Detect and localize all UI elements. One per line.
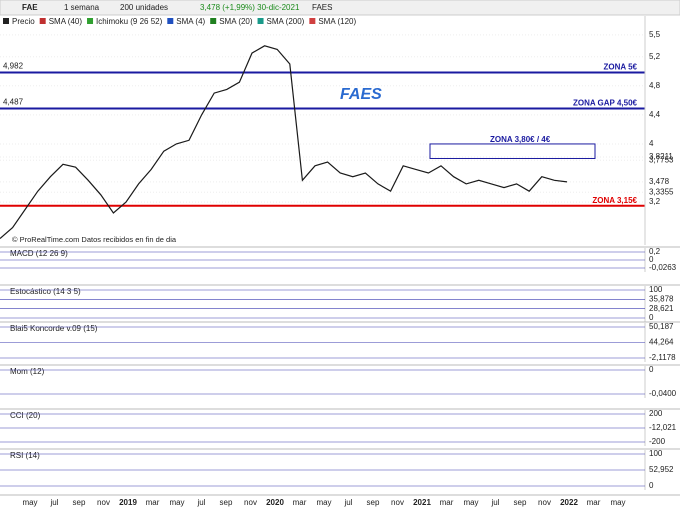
legend-entry: Ichimoku (9 26 52): [96, 17, 163, 26]
panel-label: -200: [649, 437, 666, 446]
x-tick-label: jul: [343, 498, 352, 507]
y-tick-label: 3,7753: [649, 155, 674, 164]
legend-swatch: [210, 18, 217, 24]
legend-entry: SMA (20): [219, 17, 253, 26]
x-tick-label: mar: [293, 498, 307, 507]
legend-entry: SMA (120): [318, 17, 356, 26]
level-note: ZONA 3,15€: [592, 196, 637, 205]
zone-box: [429, 143, 596, 159]
panel-label: 100: [649, 285, 663, 294]
x-tick-label: sep: [514, 498, 527, 507]
y-tick-label: 4,4: [649, 110, 661, 119]
x-tick-label: jul: [49, 498, 58, 507]
x-tick-label: nov: [97, 498, 110, 507]
legend-entry: SMA (4): [176, 17, 205, 26]
panel-label: 0: [649, 255, 654, 264]
quote: 3,478 (+1,99%) 30-dic-2021: [200, 3, 300, 12]
y-tick-label: 4: [649, 139, 654, 148]
panel-label: -0,0263: [649, 263, 677, 272]
watermark: FAES: [340, 86, 382, 103]
legend-entry: SMA (200): [267, 17, 305, 26]
x-tick-label: may: [169, 498, 184, 507]
legend-swatch: [39, 18, 46, 24]
x-tick-label: may: [463, 498, 478, 507]
price-line: [0, 45, 568, 239]
legend-swatch: [309, 18, 316, 24]
panel-label: -0,0400: [649, 389, 677, 398]
legend-swatch: [3, 18, 9, 24]
y-tick-label: 3,8211: [649, 152, 673, 161]
panel-label: -2,1178: [649, 353, 676, 362]
x-tick-label: sep: [220, 498, 233, 507]
panel-label: 50,187: [649, 322, 674, 331]
y-tick-label: 3,478: [649, 177, 670, 186]
legend-swatch: [167, 18, 174, 24]
legend-swatch: [87, 18, 94, 24]
x-tick-label: nov: [244, 498, 257, 507]
period[interactable]: 1 semana: [64, 3, 100, 12]
panel-title: Estocástico (14 3 5): [10, 287, 81, 296]
panel-label: 44,264: [649, 338, 674, 347]
x-tick-label: jul: [490, 498, 499, 507]
x-tick-label: jul: [196, 498, 205, 507]
x-tick-label: 2020: [266, 498, 284, 507]
x-tick-label: mar: [440, 498, 454, 507]
level-note: ZONA GAP 4,50€: [573, 99, 638, 108]
panel-label: 0: [649, 481, 654, 490]
x-tick-label: may: [22, 498, 37, 507]
zone-note: ZONA 3,80€ / 4€: [490, 135, 551, 144]
x-tick-label: mar: [587, 498, 601, 507]
units[interactable]: 200 unidades: [120, 3, 168, 12]
x-tick-label: may: [316, 498, 331, 507]
panel-title: RSI (14): [10, 451, 40, 460]
level-label: 4,982: [3, 62, 24, 71]
legend-entry: Precio: [12, 17, 35, 26]
panel-label: 0: [649, 313, 654, 322]
x-tick-label: mar: [146, 498, 160, 507]
panel-label: -12,021: [649, 423, 677, 432]
x-tick-label: may: [610, 498, 625, 507]
y-tick-label: 3,2: [649, 197, 661, 206]
panel-label: 35,878: [649, 294, 674, 303]
panel-title: Blai5 Koncorde v.09 (15): [10, 324, 98, 333]
level-label: 4,487: [3, 98, 24, 107]
instrument-name: FAES: [312, 3, 332, 12]
panel-title: CCI (20): [10, 411, 41, 420]
level-note: ZONA 5€: [604, 63, 638, 72]
panel-label: 100: [649, 449, 663, 458]
credit: © ProRealTime.com Datos recibidos en fin…: [12, 235, 177, 244]
x-tick-label: 2021: [413, 498, 431, 507]
symbol[interactable]: FAE: [22, 3, 38, 12]
panel-label: 200: [649, 409, 663, 418]
legend-entry: SMA (40): [49, 17, 83, 26]
panel-label: 28,621: [649, 304, 674, 313]
y-tick-label: 3,3355: [649, 187, 674, 196]
x-tick-label: 2022: [560, 498, 578, 507]
legend-swatch: [257, 18, 264, 24]
x-tick-label: sep: [73, 498, 86, 507]
panel-title: Mom (12): [10, 367, 45, 376]
y-tick-label: 5,5: [649, 30, 661, 39]
panel-title: MACD (12 26 9): [10, 249, 68, 258]
x-tick-label: nov: [391, 498, 404, 507]
x-tick-label: nov: [538, 498, 551, 507]
toolbar: [0, 0, 680, 16]
x-tick-label: 2019: [119, 498, 137, 507]
panel-label: 0,2: [649, 247, 661, 256]
panel-label: 52,952: [649, 465, 674, 474]
x-tick-label: sep: [367, 498, 380, 507]
panel-label: 0: [649, 365, 654, 374]
y-tick-label: 4,8: [649, 81, 661, 90]
y-tick-label: 5,2: [649, 52, 661, 61]
